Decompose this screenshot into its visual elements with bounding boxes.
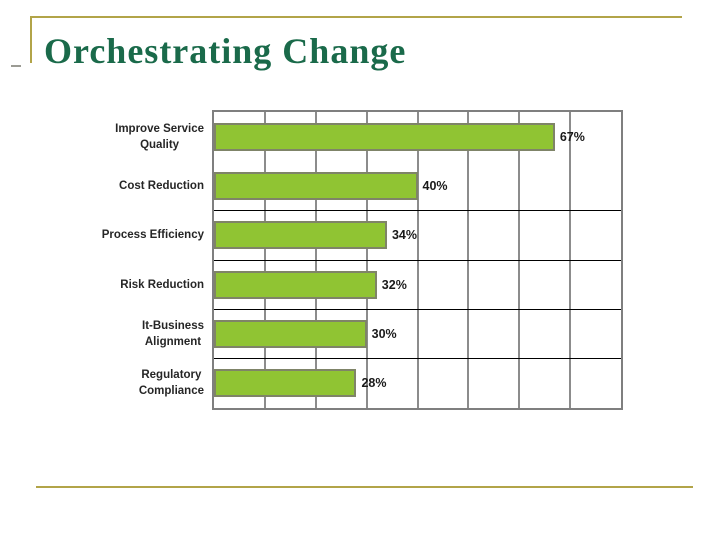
category-label-text: Improve Service Quality [115,122,204,151]
bar-value-label: 28% [361,376,387,391]
bar [214,172,418,200]
row-separator-line [214,210,621,212]
bar [214,369,357,398]
category-label-text: Cost Reduction [119,179,204,192]
row-separator-line [214,308,621,310]
row-separator-line [214,358,621,360]
category-label: Process Efficiency [50,211,204,260]
category-label: Risk Reduction [50,260,204,309]
bar [214,270,377,299]
left-gray-tick [11,65,21,67]
bar [214,221,387,250]
bottom-accent-line [36,486,693,488]
row-separator-line [214,259,621,261]
category-label: Improve Service Quality [50,112,204,161]
bar-value-label: 30% [371,327,397,341]
category-label-text: It-Business Alignment [142,319,204,348]
slide-title: Orchestrating Change [44,31,407,71]
left-accent-line [30,16,32,63]
bar-value-label: 40% [422,179,448,193]
bar [214,320,367,348]
bar [214,122,555,151]
bar-value-label: 32% [381,277,407,292]
category-label-text: Process Efficiency [101,229,204,242]
category-label-text: Regulatory Compliance [138,369,204,398]
category-axis-labels: Improve Service Quality Cost Reduction Proc… [50,112,204,408]
category-label: It-Business Alignment [50,309,204,358]
bar-value-label: 67% [559,129,585,144]
bar-value-label: 34% [391,228,417,243]
category-label-text: Risk Reduction [120,278,204,291]
category-label: Cost Reduction [50,161,204,210]
top-accent-line [30,16,682,18]
category-label: Regulatory Compliance [50,359,204,408]
bar-chart-plot-area: 67% 40% 34% 32% 30% 28% [212,110,623,410]
